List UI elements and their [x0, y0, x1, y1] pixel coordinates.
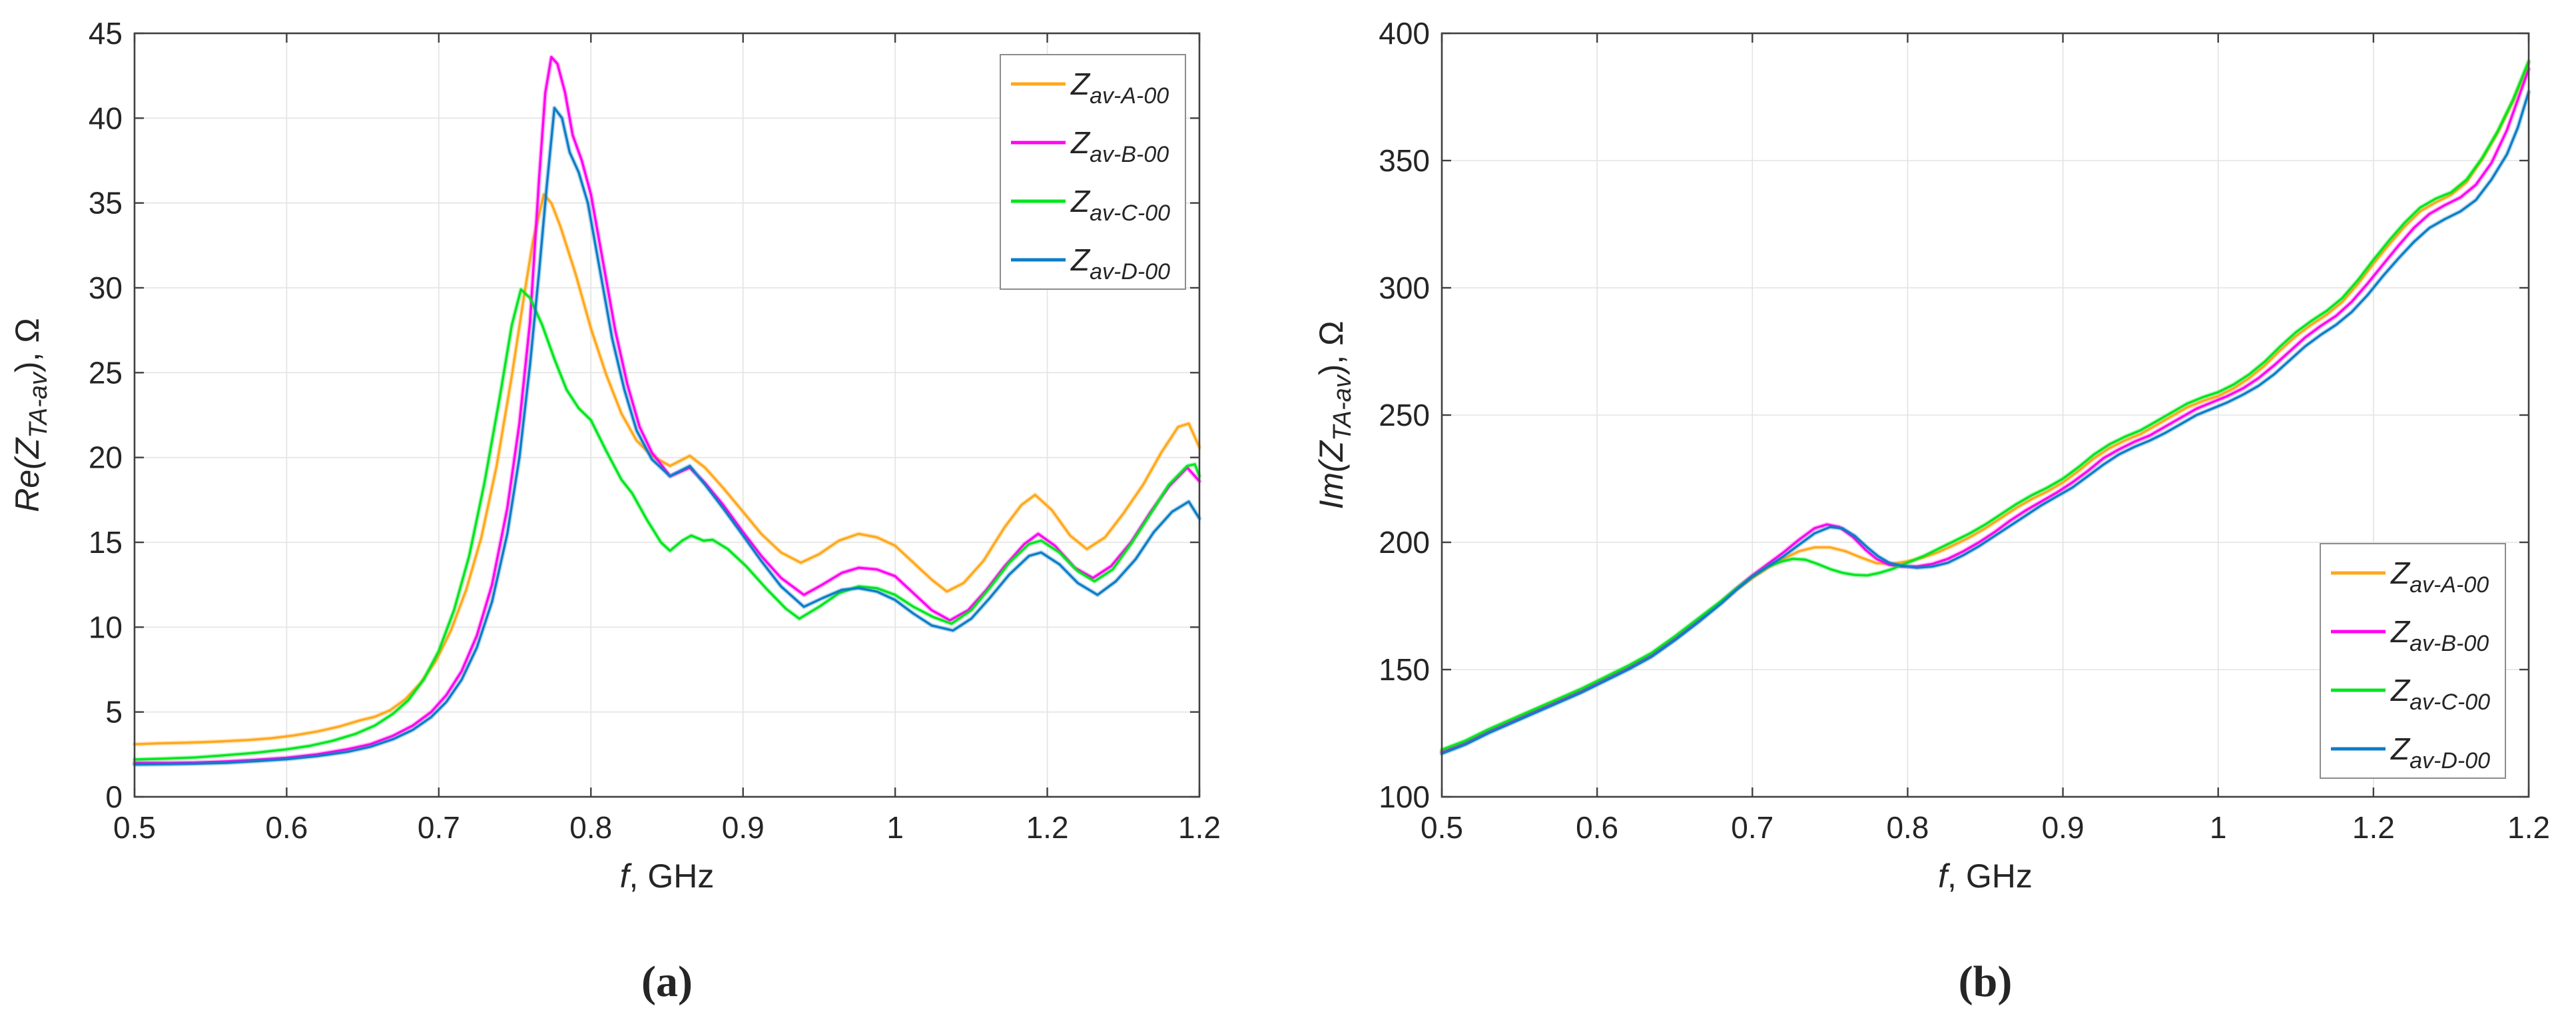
y-tick-label: 40	[89, 101, 123, 135]
legend-entry-Zav-A-00: Zav-A-00	[1011, 67, 1169, 109]
legend: Zav-A-00 Zav-B-00 Zav-C-00 Zav-D-00	[1000, 54, 1186, 290]
x-tick-label: 1.2	[1026, 810, 1069, 845]
series-line-Zav-C-00	[1441, 60, 2530, 752]
legend: Zav-A-00 Zav-B-00 Zav-C-00 Zav-D-00	[2320, 543, 2506, 779]
y-tick-label: 150	[1379, 652, 1430, 687]
x-tick-label: 0.7	[1731, 810, 1773, 845]
x-tick-label: 0.9	[722, 810, 765, 845]
legend-entry-Zav-C-00: Zav-C-00	[1011, 184, 1170, 226]
legend-entry-Zav-D-00: Zav-D-00	[1011, 243, 1170, 284]
x-axis-label: f, GHz	[620, 857, 715, 895]
legend-label-Zav-C-00: Zav-C-00	[1070, 184, 1170, 226]
series-line-Zav-D-00	[1441, 91, 2530, 755]
series-line-Zav-C-00	[133, 288, 1201, 761]
legend-entry-Zav-B-00: Zav-B-00	[1011, 125, 1169, 167]
x-tick-label: 1.2	[2352, 810, 2395, 845]
x-tick-label: 0.8	[1886, 810, 1929, 845]
y-axis-label: Im(ZTA-av), Ω	[1313, 320, 1357, 509]
x-tick-label: 0.6	[265, 810, 308, 845]
x-tick-label: 0.6	[1576, 810, 1618, 845]
legend-label-Zav-D-00: Zav-D-00	[1070, 243, 1170, 284]
y-tick-label: 0	[105, 779, 123, 814]
y-tick-label: 250	[1379, 398, 1430, 432]
y-tick-label: 25	[89, 355, 123, 390]
y-tick-label: 35	[89, 186, 123, 221]
x-tick-label: 0.9	[2042, 810, 2085, 845]
chart-im-chart: 0.5 0.6 0.7 0.8 0.9 1 1.2 1.2 100 150 200 250 300 350…	[1313, 16, 2550, 1006]
caption-a: (a)	[641, 957, 693, 1006]
legend-label-Zav-A-00: Zav-A-00	[1070, 67, 1169, 109]
y-tick-label: 10	[89, 610, 123, 644]
legend-box	[2320, 543, 2506, 779]
legend-label-Zav-D-00: Zav-D-00	[2390, 732, 2490, 773]
legend-entry-Zav-A-00: Zav-A-00	[2331, 556, 2489, 598]
caption-b: (b)	[1959, 957, 2013, 1006]
x-axis-label: f, GHz	[1938, 857, 2033, 895]
y-tick-label: 300	[1379, 270, 1430, 305]
y-tick-label: 30	[89, 270, 123, 305]
y-tick-label: 20	[89, 440, 123, 475]
y-tick-label: 200	[1379, 525, 1430, 560]
x-tick-label: 0.5	[1421, 810, 1463, 845]
y-tick-label: 5	[105, 695, 123, 730]
x-tick-label: 1.2	[2507, 810, 2550, 845]
series-line-Zav-B-00	[133, 55, 1201, 764]
y-tick-label: 15	[89, 525, 123, 560]
x-tick-label: 0.5	[113, 810, 156, 845]
legend-entry-Zav-D-00: Zav-D-00	[2331, 732, 2490, 773]
series-line-Zav-D-00	[133, 107, 1201, 766]
x-tick-label: 0.7	[418, 810, 460, 845]
x-tick-label: 1	[886, 810, 904, 845]
legend-label-Zav-B-00: Zav-B-00	[1070, 125, 1169, 167]
y-tick-label: 45	[89, 16, 123, 51]
y-tick-label: 400	[1379, 16, 1430, 51]
y-tick-label: 100	[1379, 779, 1430, 814]
x-tick-label: 1.2	[1178, 810, 1221, 845]
y-tick-label: 350	[1379, 143, 1430, 178]
x-tick-label: 1	[2210, 810, 2227, 845]
y-axis-label: Re(ZTA-av), Ω	[9, 318, 53, 512]
chart-re-chart: 0.5 0.6 0.7 0.8 0.9 1 1.2 1.2 0 5 10 15 20 25 30 35 40 45…	[9, 16, 1221, 1006]
legend-label-Zav-B-00: Zav-B-00	[2390, 614, 2489, 656]
legend-entry-Zav-B-00: Zav-B-00	[2331, 614, 2489, 656]
series-line-Zav-A-00	[133, 193, 1201, 746]
legend-box	[1000, 54, 1186, 290]
legend-label-Zav-C-00: Zav-C-00	[2390, 673, 2490, 715]
plot-frame	[133, 32, 1201, 798]
legend-entry-Zav-C-00: Zav-C-00	[2331, 673, 2490, 715]
legend-label-Zav-A-00: Zav-A-00	[2390, 556, 2489, 598]
x-tick-label: 0.8	[569, 810, 612, 845]
